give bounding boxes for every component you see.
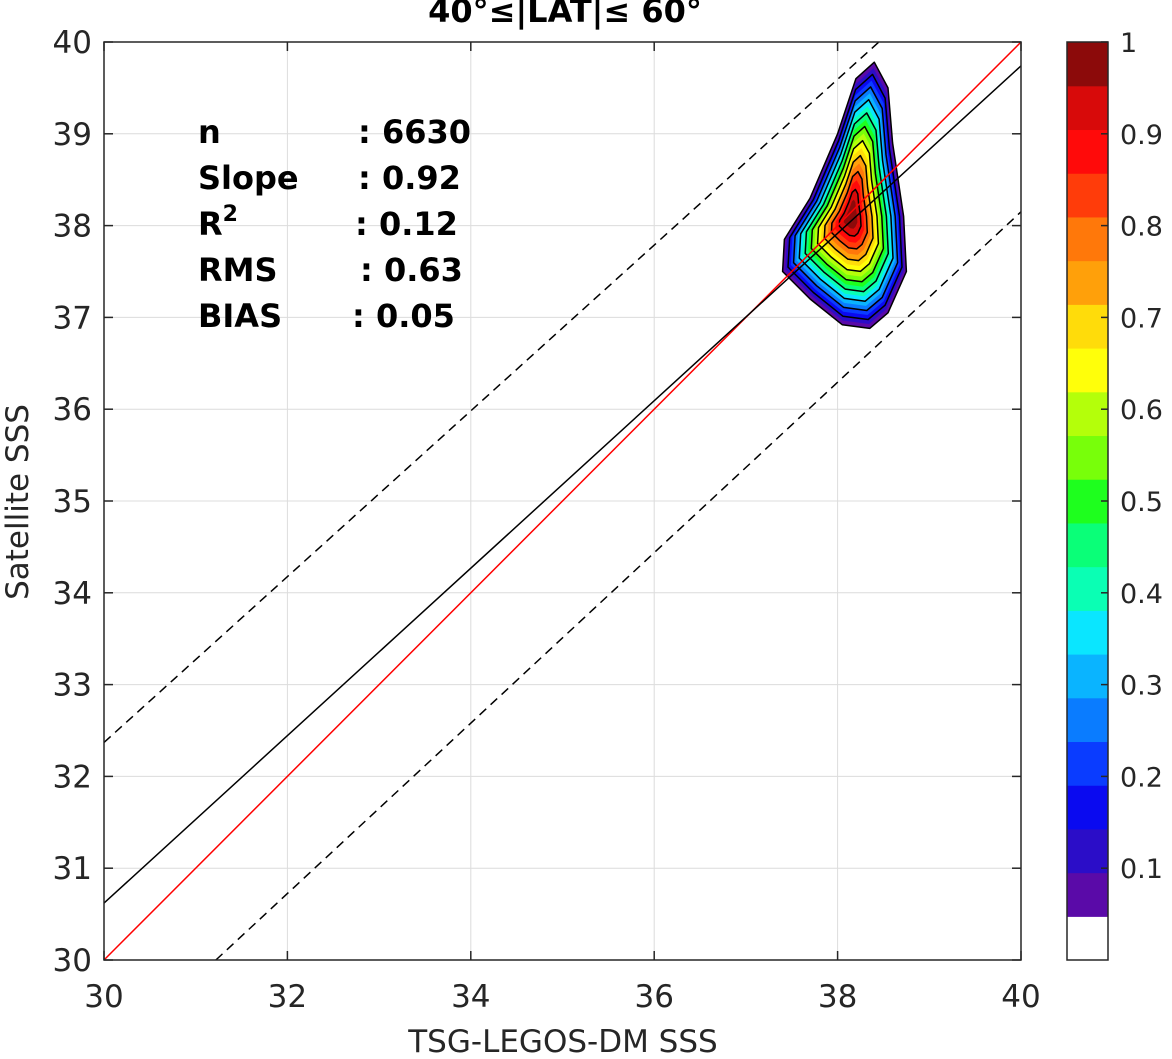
reference-lines [103,41,1022,961]
colorbar-tick-label: 0.3 [1120,671,1163,702]
x-tick-label: 36 [634,979,673,1015]
x-tick-label: 40 [1001,979,1040,1015]
colorbar-swatch [1067,828,1108,874]
y-tick-label: 39 [53,117,92,153]
colorbar-swatch [1067,260,1108,305]
axes: 30 32 34 36 38 40 30 31 32 33 34 35 36 37 38 39 40 [53,25,1041,1015]
y-tick-label: 34 [53,576,92,612]
stat-value: : 0.12 [355,205,458,243]
colorbar-swatch [1067,85,1108,131]
colorbar-tick-label: 0.7 [1120,303,1163,334]
regression-line [103,65,1022,904]
colorbar-swatch [1067,391,1108,437]
y-tick-label: 33 [53,668,92,704]
y-tick-label: 35 [53,484,92,520]
density-level-20 [843,199,858,229]
x-axis-label: TSG-LEGOS-DM SSS [407,1024,717,1055]
density-contours [781,61,908,330]
colorbar-swatch [1067,173,1108,218]
lower-bound-line [215,211,1022,961]
colorbar-swatch [1067,916,1108,961]
x-tick-label: 34 [451,979,490,1015]
x-tick-label: 38 [818,979,857,1015]
colorbar-swatch [1067,42,1108,87]
stat-label: RMS [198,251,278,289]
colorbar-swatch [1067,785,1108,830]
y-tick-label: 31 [53,851,92,887]
colorbar-tick-label: 0.9 [1120,120,1163,151]
y-tick-label: 37 [53,300,92,336]
y-tick-label: 38 [53,209,92,245]
colorbar-swatch [1067,304,1108,349]
colorbar-swatch [1067,872,1108,917]
x-tick-label: 32 [268,979,307,1015]
colorbar: 0.1 0.2 0.3 0.4 0.5 0.6 0.7 0.8 0.9 1 [1066,28,1163,961]
colorbar-swatch [1067,610,1108,655]
stat-value: : 0.05 [352,297,455,335]
stat-label: n [198,113,221,151]
x-tick-label: 30 [84,979,123,1015]
stat-value: : 6630 [358,113,471,151]
stat-label: BIAS [198,297,282,335]
colorbar-tick-label: 1 [1120,28,1137,59]
stat-label: R2 [198,202,238,243]
colorbar-swatch [1067,566,1108,611]
colorbar-swatch [1067,129,1108,174]
stat-value: : 0.63 [360,251,463,289]
colorbar-tick-label: 0.5 [1120,487,1163,518]
colorbar-swatch [1067,348,1108,393]
y-axis-label: Satellite SSS [0,404,36,600]
colorbar-swatch [1067,435,1108,480]
colorbar-tick-label: 0.6 [1120,395,1163,426]
y-tick-label: 36 [53,392,92,428]
colorbar-tick-label: 0.1 [1120,854,1163,885]
stats-box: n : 6630 Slope : 0.92 R2 : 0.12 RMS : 0.63 BIAS:… [198,113,471,335]
one-to-one-line [103,41,1022,961]
colorbar-swatch [1067,216,1108,262]
upper-bound-line [103,41,880,743]
colorbar-tick-label: 0.8 [1120,212,1163,243]
colorbar-tick-label: 0.2 [1120,762,1163,793]
stat-label: Slope [198,159,299,197]
colorbar-swatch [1067,741,1108,786]
y-tick-label: 30 [53,943,92,979]
chart-title: 40°≤|LAT|≤ 60° [428,0,702,31]
colorbar-swatch [1067,522,1108,568]
colorbar-swatch [1067,697,1108,743]
y-tick-label: 32 [53,759,92,795]
colorbar-swatch [1067,654,1108,699]
colorbar-tick-label: 0.4 [1120,579,1163,610]
stat-value: : 0.92 [358,159,461,197]
y-tick-label: 40 [53,25,92,61]
